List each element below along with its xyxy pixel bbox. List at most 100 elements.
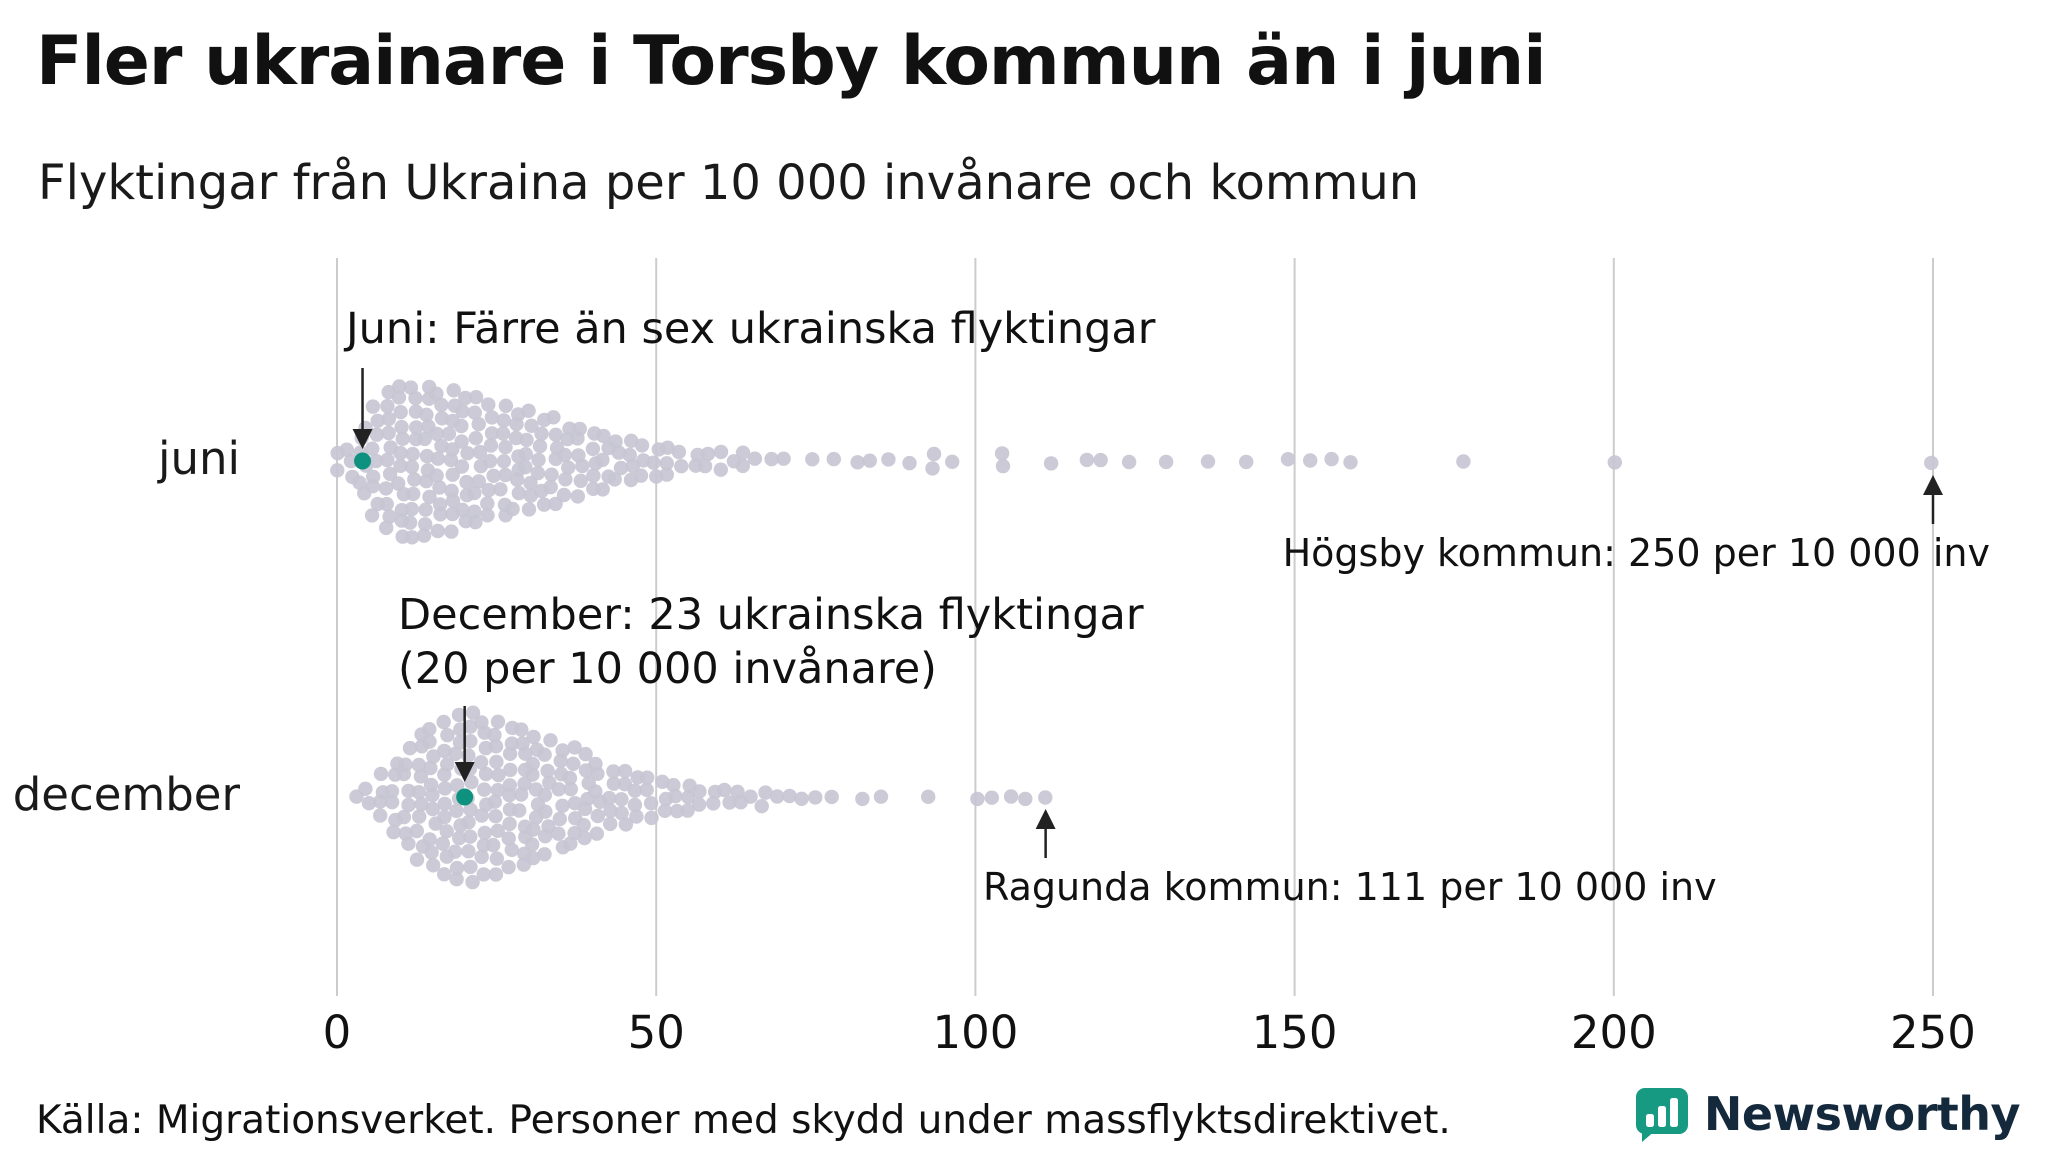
data-dot <box>365 399 381 414</box>
data-dot <box>1280 452 1296 467</box>
data-dot <box>534 426 549 441</box>
data-dot <box>808 790 823 805</box>
data-dot <box>994 446 1010 461</box>
data-dot <box>473 755 489 770</box>
data-dot <box>490 714 506 729</box>
data-dot <box>436 714 451 730</box>
data-dot <box>425 801 440 817</box>
data-dot <box>430 451 446 466</box>
data-dot <box>700 446 716 462</box>
data-dot <box>627 797 643 813</box>
data-dot <box>488 867 504 882</box>
data-dot <box>713 462 728 477</box>
newsworthy-wordmark: Newsworthy <box>1703 1087 2021 1141</box>
data-dot <box>403 380 419 395</box>
data-dot <box>776 451 791 466</box>
data-dot <box>488 739 504 754</box>
data-dot <box>394 419 409 435</box>
data-dot <box>1324 451 1339 467</box>
data-dot <box>440 757 455 772</box>
data-dot <box>557 447 572 463</box>
data-dot <box>437 743 452 759</box>
data-dot <box>1018 791 1033 807</box>
data-dot <box>429 426 445 442</box>
data-dot <box>671 444 687 460</box>
data-dot <box>556 487 572 503</box>
data-dot <box>423 777 439 793</box>
data-dot <box>417 431 432 447</box>
data-dot <box>474 808 489 823</box>
data-dot <box>467 405 482 420</box>
data-dot <box>1043 456 1059 471</box>
data-dot <box>1158 454 1174 470</box>
data-dot <box>680 803 695 818</box>
data-dot <box>669 803 685 819</box>
data-dot <box>503 762 518 778</box>
data-dot <box>459 474 474 490</box>
data-dot <box>603 816 618 832</box>
data-dot <box>448 746 463 762</box>
data-dot <box>463 829 478 844</box>
data-dot <box>575 458 590 474</box>
axis-tick-label: 200 <box>1571 1006 1657 1059</box>
data-dot <box>555 798 570 813</box>
data-dot <box>495 426 511 441</box>
data-dot <box>717 782 732 798</box>
data-dot <box>481 482 496 498</box>
data-dot <box>478 766 494 782</box>
data-dot <box>401 836 416 851</box>
data-dot <box>490 783 505 798</box>
data-dot <box>365 441 380 456</box>
data-dot <box>588 756 603 772</box>
data-dot <box>643 796 659 811</box>
data-dot <box>595 452 610 468</box>
data-dot <box>465 705 481 720</box>
data-dot <box>526 822 541 837</box>
data-dot <box>512 803 527 818</box>
data-dot <box>521 403 536 418</box>
data-dot <box>660 440 675 455</box>
data-dot <box>826 451 841 467</box>
data-dot <box>447 844 463 859</box>
annotation-hogsby-max: Högsby kommun: 250 per 10 000 inv <box>1282 531 1990 575</box>
data-dot <box>484 426 500 441</box>
data-dot <box>543 733 558 748</box>
data-dot <box>674 459 689 474</box>
data-dot <box>995 458 1011 474</box>
data-dot <box>640 770 655 785</box>
data-dot <box>330 463 345 478</box>
data-dot <box>501 831 516 846</box>
data-dot <box>525 756 540 772</box>
data-dot <box>573 473 588 488</box>
data-dot <box>655 774 670 789</box>
data-dot <box>419 448 435 464</box>
data-dot <box>608 434 623 449</box>
data-dot <box>451 707 467 723</box>
data-dot <box>523 475 538 491</box>
data-dot <box>644 810 659 826</box>
data-dot <box>501 859 516 875</box>
data-dot <box>970 791 985 807</box>
annotation-december-highlight: December: 23 ukrainska flyktingar (20 pe… <box>398 588 1144 696</box>
data-dot <box>472 444 488 460</box>
data-dot <box>434 438 449 454</box>
data-dot <box>361 796 377 811</box>
data-dot <box>537 747 552 762</box>
data-dot <box>416 528 432 543</box>
data-dot <box>524 837 540 852</box>
data-dot <box>531 452 546 468</box>
data-dot <box>743 789 758 804</box>
data-dot <box>481 397 496 412</box>
axis-tick-label: 100 <box>932 1006 1018 1059</box>
data-dot <box>504 736 520 751</box>
data-dot <box>445 467 460 482</box>
data-dot <box>406 486 421 502</box>
data-dot <box>343 453 359 469</box>
data-dot <box>697 458 713 474</box>
data-dot <box>530 465 546 481</box>
data-dot <box>487 794 502 809</box>
data-dot <box>468 390 484 405</box>
data-dot <box>412 809 427 824</box>
data-dot <box>483 438 499 453</box>
